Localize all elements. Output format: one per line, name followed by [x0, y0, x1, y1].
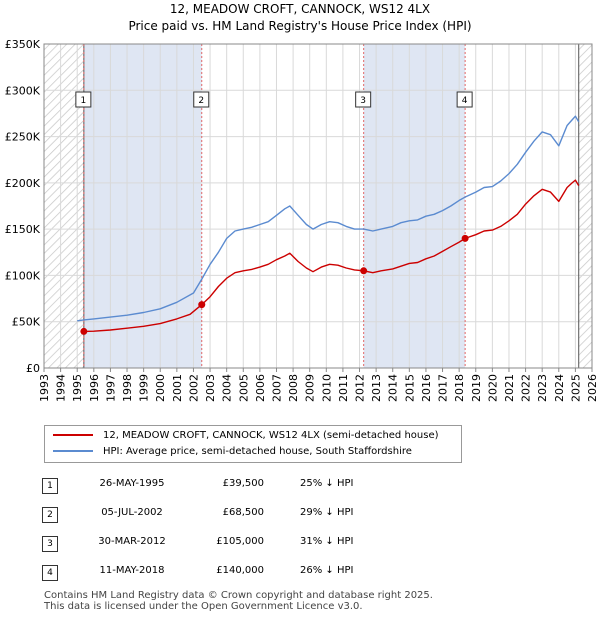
chart-legend: 12, MEADOW CROFT, CANNOCK, WS12 4LX (sem… [44, 425, 462, 463]
chart-subtitle: Price paid vs. HM Land Registry's House … [128, 19, 472, 33]
footer-line-2: This data is licensed under the Open Gov… [44, 601, 363, 612]
x-tick-label: 1997 [104, 374, 117, 402]
sale-point-marker [461, 234, 469, 242]
sale-row: 4 11-MAY-2018 £140,000 26% ↓ HPI [42, 559, 482, 588]
sale-number-badge: 3 [42, 536, 58, 552]
sale-number-box [75, 91, 92, 108]
sale-number-box [456, 91, 473, 108]
x-tick-label: 2022 [520, 374, 533, 402]
legend-line-property [53, 434, 93, 436]
footer-note: Contains HM Land Registry data © Crown c… [44, 590, 433, 612]
x-tick-label: 1993 [38, 374, 51, 402]
x-tick-label: 2009 [304, 374, 317, 402]
x-tick-label: 2012 [354, 374, 367, 402]
sale-number-badge: 2 [42, 507, 58, 523]
x-tick-label: 2025 [569, 374, 582, 402]
shaded-ownership-period [363, 44, 466, 368]
y-tick-label: £150K [5, 223, 41, 236]
property-price-line [83, 179, 580, 333]
sale-row: 1 26-MAY-1995 £39,500 25% ↓ HPI [42, 472, 482, 501]
sale-date: 11-MAY-2018 [99, 565, 165, 576]
sale-price: £39,500 [222, 478, 264, 489]
chart-title: 12, MEADOW CROFT, CANNOCK, WS12 4LX [169, 2, 431, 16]
x-tick-label: 1996 [88, 374, 101, 402]
sale-number-label: 2 [198, 96, 204, 106]
x-tick-label: 2018 [453, 374, 466, 402]
sale-hpi-diff: 31% ↓ HPI [300, 536, 354, 547]
x-tick-label: 2010 [320, 374, 333, 402]
sale-hpi-diff: 29% ↓ HPI [300, 507, 354, 518]
x-tick-label: 2023 [536, 374, 549, 402]
x-tick-label: 1998 [121, 374, 134, 402]
x-tick-label: 2024 [553, 374, 566, 402]
x-tick-label: 1999 [138, 374, 151, 402]
sale-point-marker [80, 327, 88, 335]
x-tick-label: 2019 [470, 374, 483, 402]
y-tick-label: £300K [5, 84, 41, 97]
x-tick-label: 2003 [204, 374, 217, 402]
sale-date: 30-MAR-2012 [98, 536, 166, 547]
footer-line-1: Contains HM Land Registry data © Crown c… [44, 590, 433, 601]
x-tick-label: 2001 [171, 374, 184, 402]
legend-item-property: 12, MEADOW CROFT, CANNOCK, WS12 4LX (sem… [53, 428, 439, 444]
x-tick-label: 2006 [254, 374, 267, 402]
sale-number-label: 1 [80, 96, 86, 106]
sale-price: £105,000 [216, 536, 264, 547]
y-tick-label: £200K [5, 177, 41, 190]
x-tick-label: 2016 [420, 374, 433, 402]
x-tick-label: 2021 [503, 374, 516, 402]
y-tick-label: £350K [5, 38, 41, 51]
price-chart: 1 2 3 4 £0 £50K £100K £150K £200K £250K £300K £350… [5, 38, 599, 402]
x-tick-label: 2000 [154, 374, 167, 402]
x-tick-label: 2020 [486, 374, 499, 402]
x-tick-label: 2008 [287, 374, 300, 402]
sale-number-badge: 4 [42, 565, 58, 581]
sale-number-box [355, 91, 372, 108]
sale-hpi-diff: 26% ↓ HPI [300, 565, 354, 576]
x-tick-label: 2002 [187, 374, 200, 402]
sale-price: £68,500 [222, 507, 264, 518]
legend-label-property: 12, MEADOW CROFT, CANNOCK, WS12 4LX (sem… [103, 430, 439, 441]
x-tick-label: 2017 [437, 374, 450, 402]
sale-number-badge: 1 [42, 478, 58, 494]
x-tick-label: 2026 [586, 374, 599, 402]
x-tick-label: 2013 [370, 374, 383, 402]
sale-row: 2 05-JUL-2002 £68,500 29% ↓ HPI [42, 501, 482, 530]
x-tick-label: 2004 [221, 374, 234, 402]
sale-date: 26-MAY-1995 [99, 478, 165, 489]
sale-hpi-diff: 25% ↓ HPI [300, 478, 354, 489]
y-tick-label: £0 [26, 362, 40, 375]
x-tick-label: 2014 [387, 374, 400, 402]
x-tick-label: 2007 [270, 374, 283, 402]
x-tick-label: 2015 [403, 374, 416, 402]
sale-number-label: 3 [360, 96, 366, 106]
legend-label-hpi: HPI: Average price, semi-detached house,… [103, 446, 412, 457]
sale-point-marker [360, 267, 368, 275]
legend-line-hpi [53, 450, 93, 452]
x-tick-label: 2011 [337, 374, 350, 402]
y-tick-label: £250K [5, 131, 41, 144]
sale-number-box [193, 91, 210, 108]
legend-item-hpi: HPI: Average price, semi-detached house,… [53, 444, 412, 460]
sale-row: 3 30-MAR-2012 £105,000 31% ↓ HPI [42, 530, 482, 559]
sale-point-marker [198, 301, 206, 309]
x-tick-label: 2005 [237, 374, 250, 402]
sales-table: 1 26-MAY-1995 £39,500 25% ↓ HPI 2 05-JUL… [42, 472, 482, 588]
plot-border [43, 43, 593, 369]
y-tick-label: £100K [5, 269, 41, 282]
y-tick-label: £50K [12, 316, 41, 329]
hatched-region-after [578, 44, 592, 368]
sale-date: 05-JUL-2002 [101, 507, 163, 518]
shaded-ownership-period [83, 44, 202, 368]
sale-price: £140,000 [216, 565, 264, 576]
sale-number-label: 4 [462, 96, 468, 106]
x-tick-label: 1994 [55, 374, 68, 402]
x-tick-label: 1995 [71, 374, 84, 402]
hpi-line [77, 115, 580, 322]
